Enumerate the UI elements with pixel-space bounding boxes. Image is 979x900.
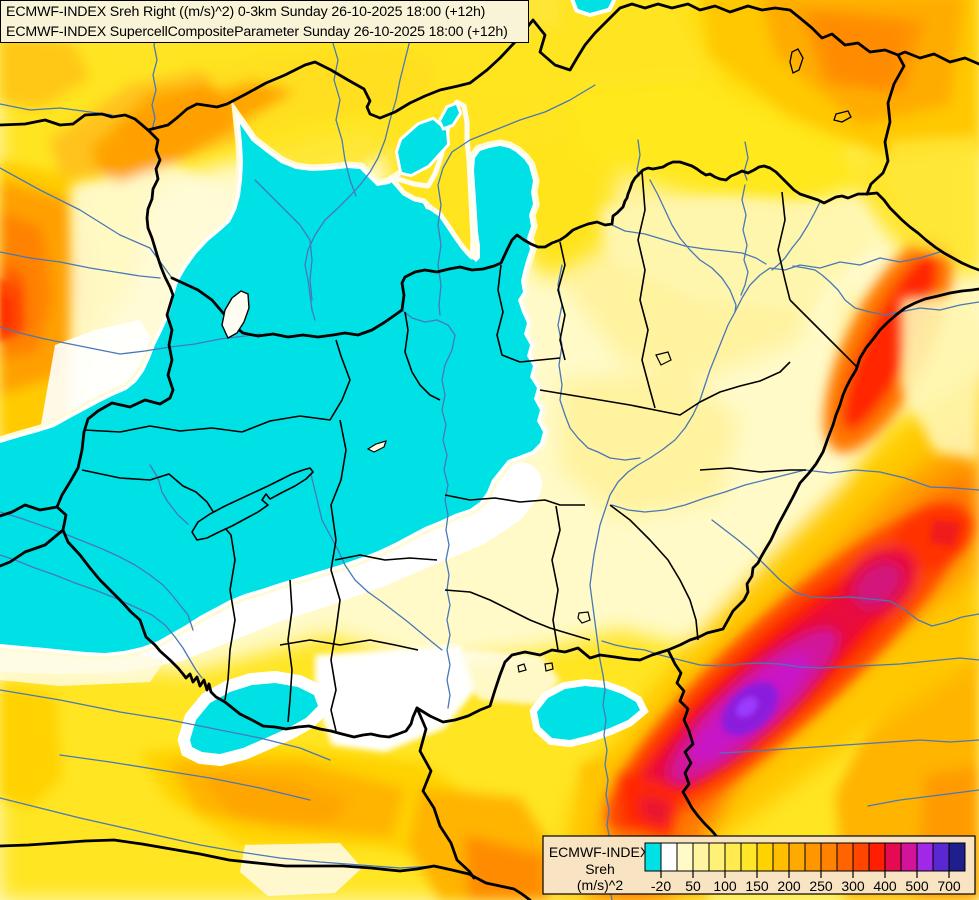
svg-text:500: 500: [905, 878, 929, 894]
svg-text:150: 150: [745, 878, 769, 894]
svg-text:100: 100: [713, 878, 737, 894]
svg-text:(m/s)^2: (m/s)^2: [577, 877, 623, 893]
svg-text:50: 50: [685, 878, 701, 894]
svg-text:400: 400: [873, 878, 897, 894]
svg-text:300: 300: [841, 878, 865, 894]
svg-text:700: 700: [937, 878, 961, 894]
svg-text:ECMWF-INDEX: ECMWF-INDEX: [549, 844, 650, 860]
svg-text:Sreh: Sreh: [585, 861, 615, 877]
svg-text:200: 200: [777, 878, 801, 894]
svg-text:-20: -20: [651, 878, 671, 894]
svg-text:250: 250: [809, 878, 833, 894]
